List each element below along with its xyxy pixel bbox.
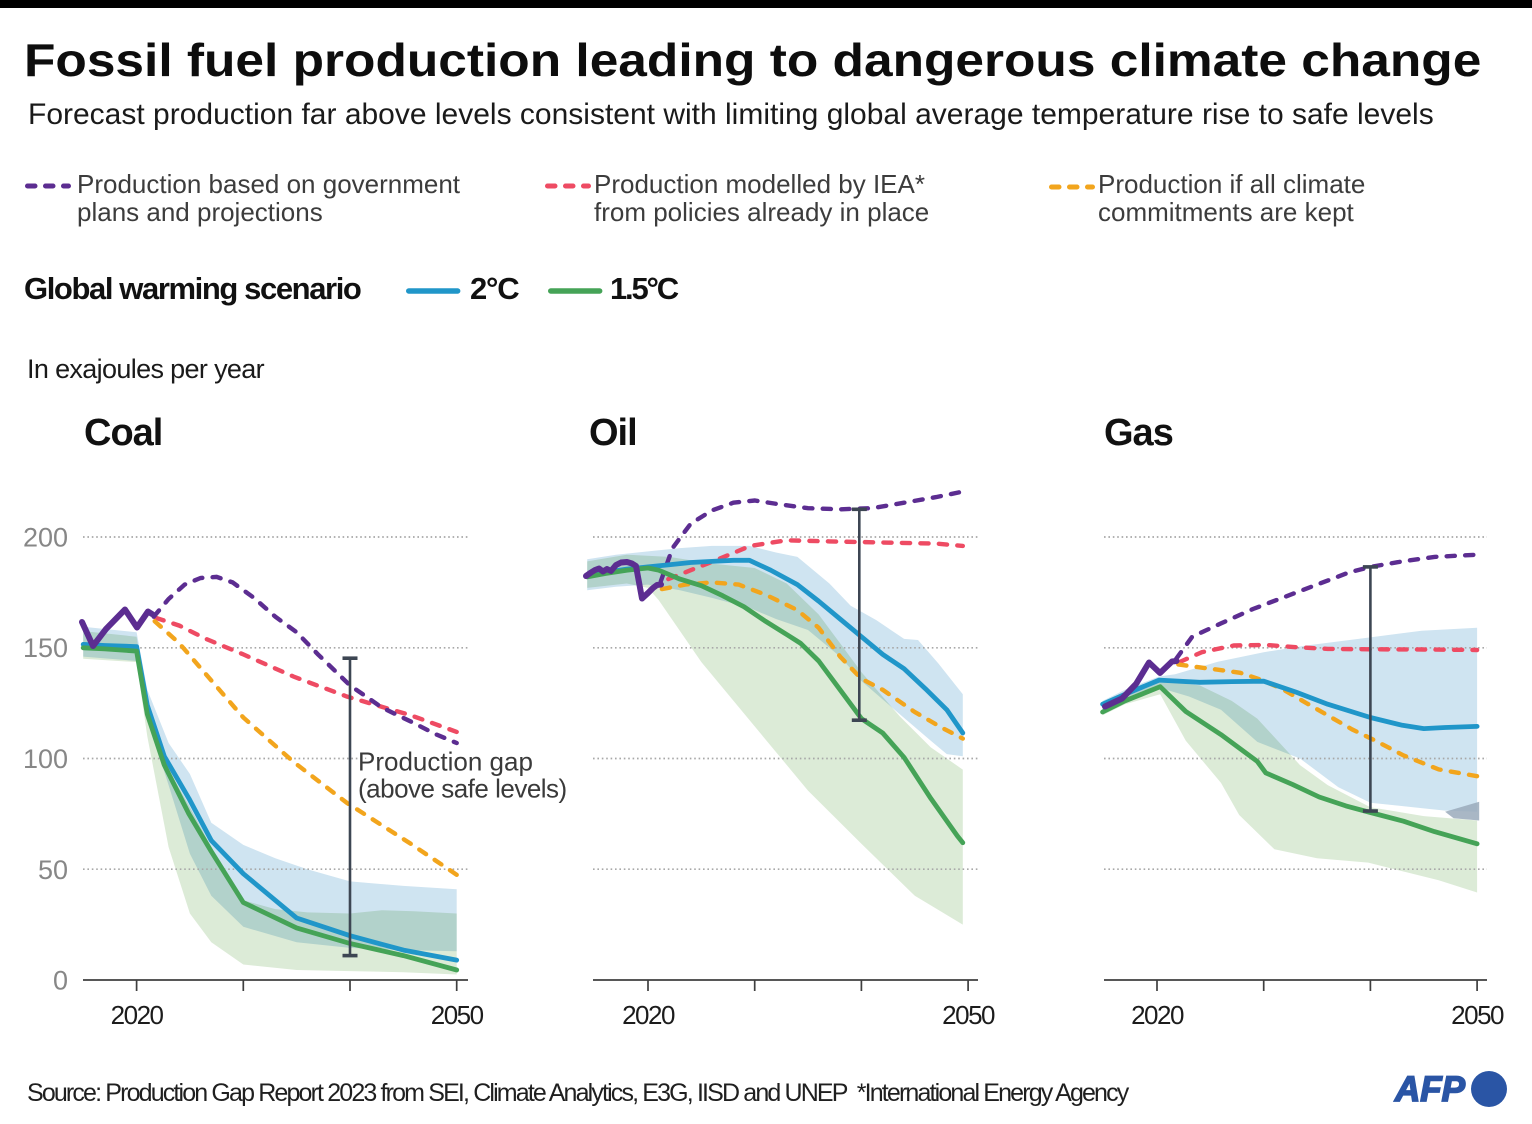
svg-text:0: 0 [53,966,68,996]
svg-text:100: 100 [23,744,68,774]
svg-text:50: 50 [38,855,68,885]
svg-text:200: 200 [23,523,68,553]
svg-text:Coal: Coal [84,412,162,454]
svg-text:Production gap: Production gap [358,747,533,777]
svg-text:(above safe levels): (above safe levels) [358,774,567,804]
svg-text:2050: 2050 [431,1000,484,1030]
svg-text:150: 150 [23,633,68,663]
svg-text:2020: 2020 [622,1000,675,1030]
svg-text:Gas: Gas [1104,412,1173,454]
svg-text:2050: 2050 [942,1000,995,1030]
svg-text:Oil: Oil [589,412,637,454]
svg-text:2020: 2020 [111,1000,164,1030]
svg-text:2050: 2050 [1451,1000,1504,1030]
svg-text:2020: 2020 [1131,1000,1184,1030]
